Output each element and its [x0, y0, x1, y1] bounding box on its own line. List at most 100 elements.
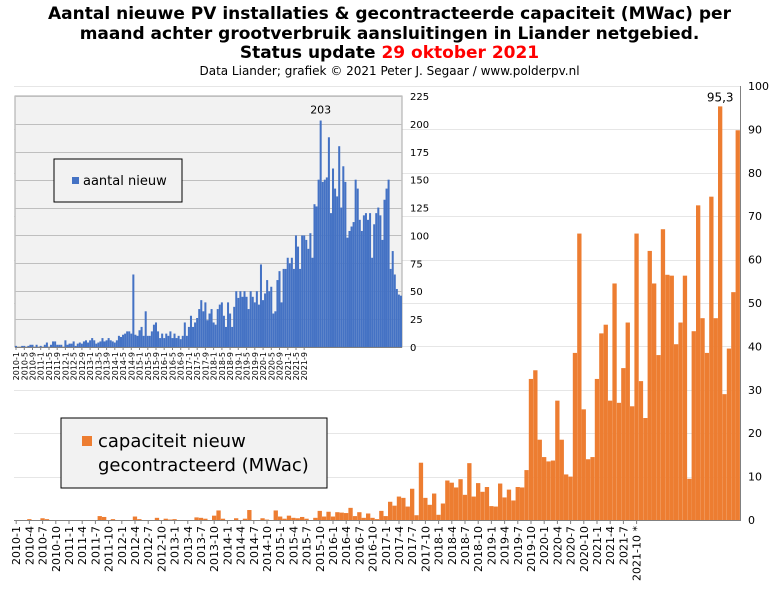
aantal-bar — [288, 263, 291, 347]
aantal-bar — [212, 322, 215, 347]
aantal-bar — [321, 181, 324, 347]
capaciteit-bar — [678, 322, 683, 520]
aantal-bar — [377, 207, 380, 347]
capaciteit-bar — [203, 518, 208, 520]
inset-x-tick-label: 2010-5 — [20, 352, 29, 380]
aantal-bar — [117, 335, 120, 347]
inset-x-tick-label: 2014-9 — [127, 352, 136, 380]
aantal-bar — [286, 257, 289, 347]
aantal-bar — [181, 335, 184, 347]
aantal-bar — [272, 313, 275, 347]
aantal-bar — [58, 344, 61, 347]
capaciteit-bar — [260, 518, 265, 520]
inset-y-tick-label: 150 — [410, 176, 429, 187]
aantal-bar — [352, 222, 355, 347]
aantal-bar — [381, 239, 384, 347]
inset-x-tick-label: 2015-9 — [152, 352, 161, 380]
aantal-bar — [142, 335, 145, 347]
inset-x-tick-label: 2018-5 — [218, 352, 227, 380]
main-x-tick-label: 2019-1 — [485, 526, 498, 565]
main-x-tick-label: 2014-4 — [235, 526, 248, 565]
capaciteit-bar — [282, 518, 287, 520]
aantal-bar — [245, 296, 248, 347]
aantal-bar — [148, 335, 151, 347]
capaciteit-bar — [247, 510, 252, 520]
aantal-bar — [327, 137, 330, 347]
capaciteit-bar — [524, 470, 529, 520]
main-x-tick-label: 2010-1 — [10, 526, 23, 565]
inset-y-tick-label: 225 — [410, 92, 429, 103]
aantal-bar — [387, 179, 390, 347]
aantal-bar — [274, 311, 277, 347]
capaciteit-bar — [40, 518, 45, 520]
main-y-tick-label: 100 — [748, 80, 769, 93]
main-x-tick-label: 2017-10 — [419, 526, 432, 572]
aantal-bar — [169, 331, 172, 347]
capaciteit-bar — [234, 518, 239, 520]
aantal-bar — [305, 239, 308, 347]
aantal-bar — [29, 344, 32, 347]
inset-y-tick-label: 50 — [410, 287, 423, 298]
inset-x-tick-label: 2021-5 — [292, 352, 301, 380]
aantal-bar — [82, 341, 85, 347]
inset-x-tick-label: 2014-1 — [111, 352, 120, 380]
main-x-tick-label: 2010-10 — [50, 526, 63, 572]
capaciteit-bar — [550, 460, 556, 520]
capaciteit-bar — [700, 318, 705, 520]
aantal-bar — [371, 257, 374, 347]
capaciteit-bar — [198, 517, 204, 520]
capaciteit-bar — [722, 394, 727, 520]
aantal-bar — [107, 338, 110, 347]
aantal-bar — [15, 345, 18, 347]
capaciteit-bar — [612, 283, 617, 520]
capaciteit-bar — [216, 510, 221, 520]
inset-y-tick-label: 175 — [410, 148, 429, 159]
aantal-bar — [323, 179, 326, 347]
aantal-bar — [391, 251, 394, 347]
aantal-bar — [35, 344, 38, 347]
aantal-bar — [262, 300, 265, 347]
aantal-bar — [218, 304, 221, 347]
inset-x-tick-label: 2013-5 — [94, 352, 103, 380]
aantal-bar — [233, 306, 236, 347]
aantal-bar — [397, 294, 400, 347]
capaciteit-bar — [405, 506, 410, 520]
inset-x-tick-label: 2011-1 — [37, 352, 46, 380]
inset-y-tick-label: 200 — [410, 120, 429, 131]
aantal-bar — [64, 340, 67, 347]
capaciteit-bar — [559, 439, 564, 520]
aantal-bar — [301, 235, 304, 347]
aantal-bar — [198, 309, 201, 347]
main-x-tick-label: 2013-4 — [182, 526, 195, 565]
capaciteit-bar — [555, 400, 560, 520]
capaciteit-bar — [436, 514, 441, 520]
capaciteit-bar — [304, 518, 309, 520]
aantal-bar — [124, 333, 127, 347]
capaciteit-bar — [735, 130, 740, 520]
aantal-bar — [257, 304, 260, 347]
capaciteit-bar — [392, 505, 397, 520]
capaciteit-bar — [471, 496, 476, 520]
capaciteit-bar — [577, 233, 582, 520]
aantal-bar — [132, 274, 135, 347]
chart-subtitle: Data Liander; grafiek © 2021 Peter J. Se… — [199, 64, 580, 78]
capaciteit-bar — [493, 506, 498, 520]
aantal-bar — [313, 204, 316, 347]
main-x-tick-label: 2014-7 — [248, 526, 261, 565]
aantal-bar — [49, 344, 53, 347]
main-x-tick-label: 2016-7 — [353, 526, 366, 565]
inset-x-tick-label: 2020-1 — [259, 352, 268, 380]
status-label: Status update — [239, 43, 382, 63]
capaciteit-bar — [537, 439, 542, 520]
main-y-tick-label: 50 — [748, 297, 762, 310]
main-y-tick-label: 80 — [748, 167, 762, 180]
inset-y-tick-label: 125 — [410, 204, 429, 215]
aantal-bar — [43, 344, 46, 347]
capaciteit-bar — [458, 479, 463, 520]
inset-x-tick-label: 2012-5 — [70, 352, 79, 380]
aantal-bar — [206, 320, 209, 347]
aantal-bar — [134, 334, 137, 347]
aantal-bar — [317, 179, 320, 347]
aantal-bar — [364, 213, 367, 347]
main-x-tick-label: 2012-4 — [129, 526, 142, 565]
